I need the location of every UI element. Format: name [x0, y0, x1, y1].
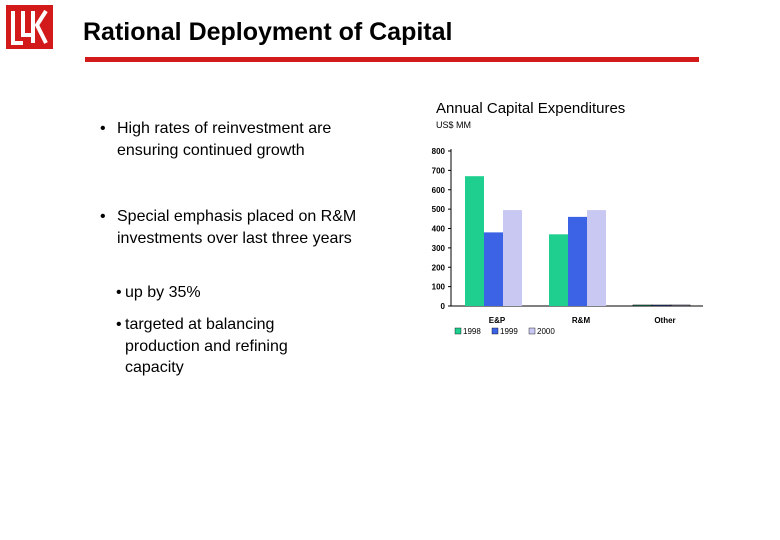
- legend-label-1999: 1999: [500, 327, 518, 336]
- x-tick-label: R&M: [572, 316, 591, 325]
- bullet-marker: •: [100, 120, 106, 137]
- x-tick-label: Other: [654, 316, 675, 325]
- y-tick-label: 400: [432, 225, 446, 234]
- bullet-text: High rates of reinvestment are ensuring …: [117, 120, 332, 159]
- bar-2000-ep: [503, 210, 522, 306]
- bullet-marker: •: [116, 316, 122, 333]
- chart-y-unit: US$ MM: [436, 120, 472, 130]
- bar-2000-rm: [587, 210, 606, 306]
- capex-bar-chart: 0 100 200 300 400 500 600 700 800 E&P R&M Other 1998…: [432, 147, 703, 336]
- y-tick-label: 200: [432, 263, 446, 272]
- bar-1998-other: [632, 304, 653, 307]
- legend-swatch-1998: [454, 327, 462, 335]
- bullet-text: Special emphasis placed on R&M investmen…: [117, 208, 357, 247]
- bullet-text: targeted at balancing production and ref…: [125, 316, 288, 376]
- y-tick-label: 800: [432, 147, 446, 156]
- sub-bullet-up: • up by 35%: [116, 282, 325, 304]
- sub-bullet-balancing: • targeted at balancing production and r…: [116, 314, 325, 379]
- legend-label-2000: 2000: [537, 327, 555, 336]
- page-title: Rational Deployment of Capital: [83, 18, 453, 46]
- y-tick-label: 0: [441, 302, 446, 311]
- legend-swatch-1999: [491, 327, 499, 335]
- bar-1999-rm: [568, 216, 587, 306]
- y-tick-label: 500: [432, 205, 446, 214]
- y-tick-label: 300: [432, 244, 446, 253]
- y-tick-label: 100: [432, 283, 446, 292]
- y-tick-label: 600: [432, 186, 446, 195]
- chart-title: Annual Capital Expenditures: [436, 100, 626, 117]
- bar-1998-rm: [549, 234, 568, 306]
- legend-label-1998: 1998: [463, 327, 481, 336]
- title-underline: [85, 57, 699, 62]
- lukoil-logo: [6, 5, 53, 49]
- bullet-rm-emphasis: • Special emphasis placed on R&M investm…: [100, 206, 367, 249]
- legend-swatch-2000: [528, 327, 536, 335]
- bar-1998-ep: [465, 176, 484, 306]
- y-tick-label: 700: [432, 166, 446, 175]
- bullet-marker: •: [100, 208, 106, 225]
- bullet-reinvestment: • High rates of reinvestment are ensurin…: [100, 118, 367, 161]
- bullet-text: up by 35%: [125, 284, 201, 301]
- bar-1999-ep: [484, 232, 503, 306]
- x-tick-label: E&P: [489, 316, 506, 325]
- bar-2000-other: [670, 304, 691, 307]
- bullet-marker: •: [116, 284, 122, 301]
- bar-1999-other: [651, 304, 672, 307]
